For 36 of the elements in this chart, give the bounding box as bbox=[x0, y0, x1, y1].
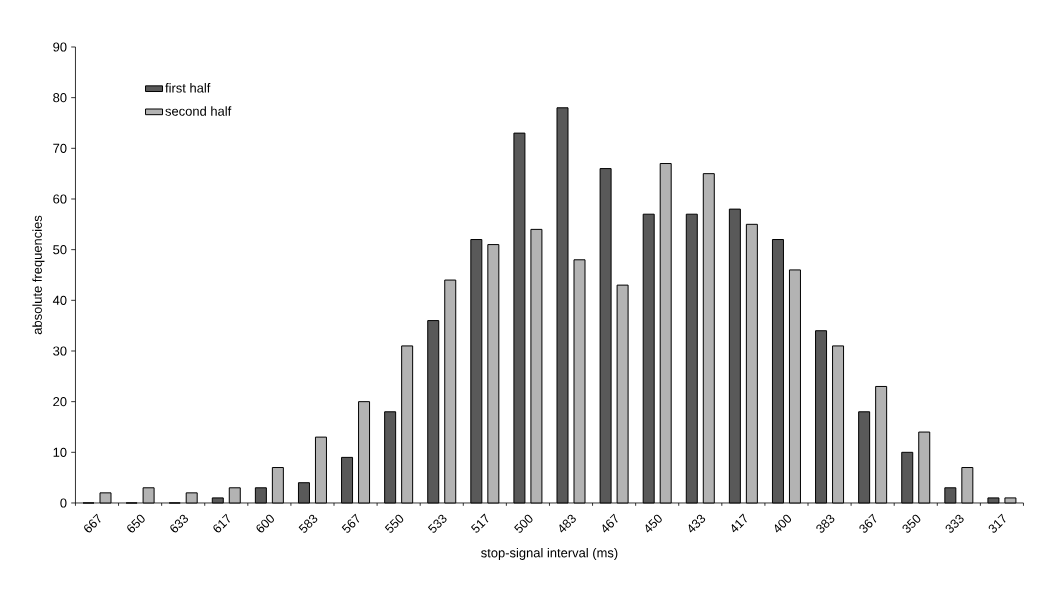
x-tick-label: 400 bbox=[774, 514, 792, 533]
y-tick-label: 70 bbox=[53, 143, 67, 153]
legend-label: second half bbox=[165, 106, 232, 116]
y-tick-label: 0 bbox=[60, 498, 67, 508]
x-tick-label: 583 bbox=[298, 514, 318, 533]
legend-label: first half bbox=[165, 83, 211, 93]
x-tick-label: 633 bbox=[170, 514, 189, 533]
y-tick-label: 40 bbox=[52, 295, 67, 305]
x-tick-label: 467 bbox=[602, 513, 618, 533]
x-tick-label: 317 bbox=[988, 513, 1006, 533]
x-tick-label: 550 bbox=[384, 514, 404, 533]
x-tick-label: 567 bbox=[341, 513, 360, 533]
x-tick-label: 483 bbox=[559, 514, 576, 533]
y-tick-label: 20 bbox=[53, 397, 67, 407]
x-tick-label: 450 bbox=[645, 514, 662, 533]
y-tick-label: 80 bbox=[53, 93, 67, 103]
x-tick-label: 667 bbox=[84, 513, 101, 533]
y-tick-label: 10 bbox=[53, 447, 67, 457]
y-tick-label: 60 bbox=[53, 194, 67, 204]
x-axis-title: stop-signal interval (ms) bbox=[481, 547, 618, 560]
y-tick-label: 50 bbox=[53, 245, 67, 255]
x-tick-label: 600 bbox=[256, 514, 274, 533]
x-tick-label: 517 bbox=[470, 513, 489, 533]
x-tick-label: 500 bbox=[514, 514, 533, 533]
x-tick-label: 433 bbox=[688, 514, 706, 533]
x-tick-label: 333 bbox=[945, 514, 964, 533]
x-tick-label: 417 bbox=[731, 513, 747, 533]
x-tick-label: 533 bbox=[427, 514, 447, 533]
y-tick-label: 90 bbox=[53, 42, 67, 52]
x-tick-label: 650 bbox=[127, 514, 145, 533]
y-axis-title: absolute frequencies bbox=[32, 215, 45, 335]
x-tick-label: 383 bbox=[816, 514, 835, 533]
y-tick-label: 30 bbox=[53, 346, 67, 356]
x-tick-label: 350 bbox=[902, 514, 921, 533]
x-tick-label: 617 bbox=[213, 513, 230, 533]
x-tick-label: 367 bbox=[859, 513, 877, 533]
